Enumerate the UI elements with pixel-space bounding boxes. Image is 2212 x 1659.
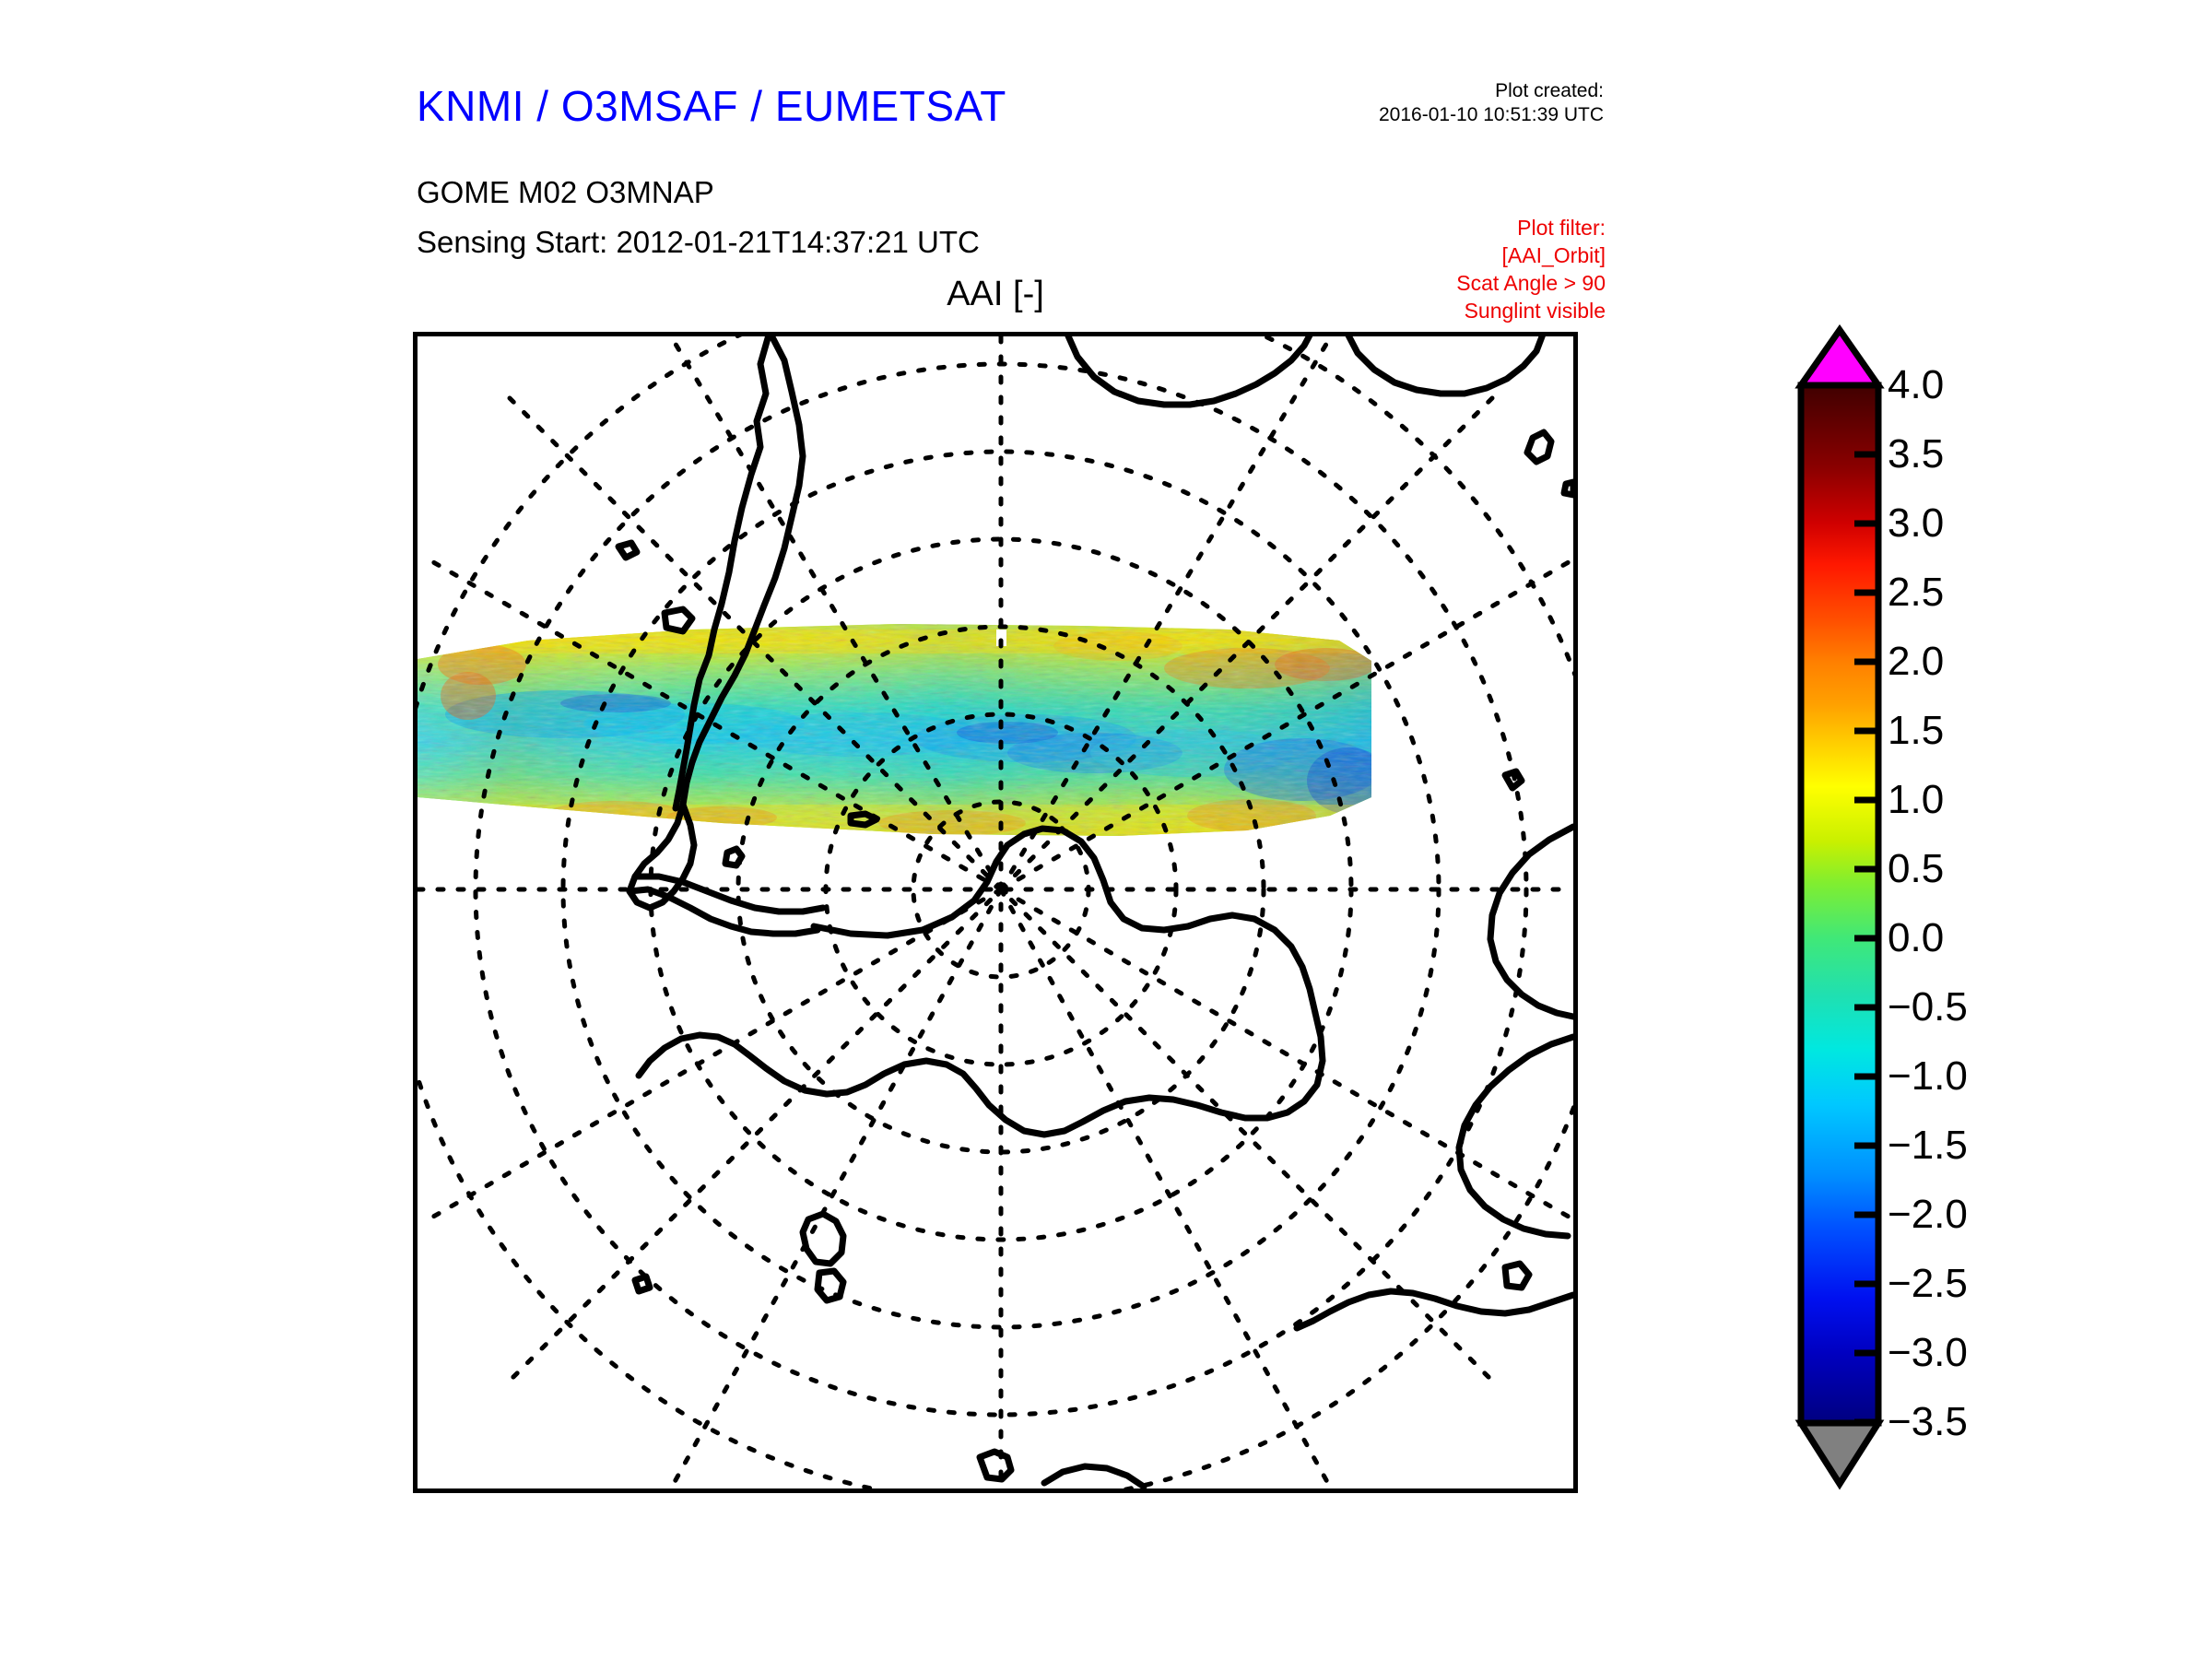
colorbar-label-14: −3.0 bbox=[1888, 1330, 1968, 1375]
colorbar-label-11: −1.5 bbox=[1888, 1123, 1968, 1168]
plot-created-label: Plot created: bbox=[1495, 80, 1604, 101]
coastline-layer bbox=[615, 336, 1573, 1488]
colorbar-label-1: 3.5 bbox=[1888, 431, 1945, 477]
colorbar-label-15: −3.5 bbox=[1888, 1399, 1968, 1444]
colorbar-under-arrow bbox=[1794, 1419, 1885, 1490]
colorbar-label-3: 2.5 bbox=[1888, 570, 1945, 615]
plot-created-block: Plot created: 2016-01-10 10:51:39 UTC bbox=[1281, 79, 1604, 127]
colorbar-label-0: 4.0 bbox=[1888, 362, 1945, 407]
map-canvas bbox=[418, 336, 1573, 1488]
colorbar-bar bbox=[1797, 382, 1882, 1427]
colorbar-ticks bbox=[1854, 382, 1878, 1426]
colorbar-over-arrow bbox=[1794, 324, 1885, 389]
plot-filter-line-2: Scat Angle > 90 bbox=[1456, 271, 1606, 295]
colorbar-label-12: −2.0 bbox=[1888, 1192, 1968, 1237]
meridian-layer bbox=[418, 336, 1573, 1488]
plot-filter-line-3: Sunglint visible bbox=[1464, 299, 1606, 323]
colorbar-label-7: 0.5 bbox=[1888, 846, 1945, 891]
map-plot-area bbox=[413, 332, 1578, 1493]
plot-created-value: 2016-01-10 10:51:39 UTC bbox=[1379, 104, 1604, 125]
colorbar: 4.0 3.5 3.0 2.5 2.0 1.5 1.0 0.5 0.0 −0.5… bbox=[1792, 324, 2188, 1504]
plot-filter-line-0: Plot filter: bbox=[1517, 216, 1606, 240]
graticule-layer bbox=[418, 336, 1573, 1488]
colorbar-label-2: 3.0 bbox=[1888, 500, 1945, 546]
colorbar-label-8: 0.0 bbox=[1888, 915, 1945, 960]
colorbar-label-6: 1.0 bbox=[1888, 777, 1945, 822]
colorbar-label-4: 2.0 bbox=[1888, 639, 1945, 684]
plot-filter-line-1: [AAI_Orbit] bbox=[1501, 243, 1606, 267]
sensing-start-line: Sensing Start: 2012-01-21T14:37:21 UTC bbox=[417, 225, 980, 259]
colorbar-gradient bbox=[1794, 324, 1885, 1490]
instrument-line: GOME M02 O3MNAP bbox=[417, 175, 714, 209]
colorbar-label-9: −0.5 bbox=[1888, 984, 1968, 1030]
colorbar-label-10: −1.0 bbox=[1888, 1053, 1968, 1099]
colorbar-label-5: 1.5 bbox=[1888, 708, 1945, 753]
chart-title: AAI [-] bbox=[947, 275, 1044, 313]
colorbar-label-13: −2.5 bbox=[1888, 1261, 1968, 1306]
page-title: KNMI / O3MSAF / EUMETSAT bbox=[417, 82, 1006, 130]
plot-filter-block: Plot filter: [AAI_Orbit] Scat Angle > 90… bbox=[1272, 214, 1606, 324]
